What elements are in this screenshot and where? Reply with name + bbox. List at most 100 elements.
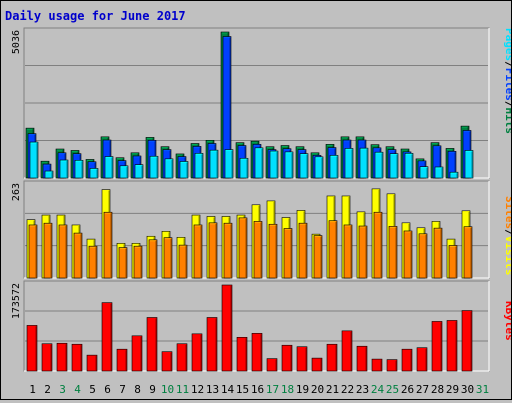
bar-kbytes-26 (401, 348, 413, 372)
bar-sites-6 (103, 211, 113, 279)
x-tick-label: 3 (59, 383, 66, 396)
bar-kbytes-30 (461, 310, 473, 372)
bar-kbytes-1 (26, 325, 38, 372)
bar-sites-1 (28, 224, 38, 279)
x-tick-label: 25 (386, 383, 399, 396)
legend-part: Visits (503, 236, 511, 276)
legend-panel1: Pages/Files/Hits (503, 28, 511, 134)
bar-sites-21 (328, 220, 338, 279)
bar-pages-4 (74, 160, 84, 179)
bar-sites-11 (178, 244, 188, 279)
bar-kbytes-19-body (296, 346, 308, 372)
bar-pages-7-body (119, 165, 129, 179)
bar-sites-24-body (373, 211, 383, 279)
bar-pages-10 (164, 158, 174, 179)
bar-sites-1-body (28, 224, 38, 279)
bar-kbytes-2 (41, 343, 53, 372)
bar-pages-28 (434, 166, 444, 179)
bar-kbytes-30-body (461, 310, 473, 372)
bar-sites-24 (373, 211, 383, 279)
bar-kbytes-29 (446, 320, 458, 372)
bar-kbytes-16 (251, 333, 263, 372)
bar-pages-3 (59, 159, 69, 179)
legend-part: / (503, 61, 511, 68)
bar-sites-22-body (343, 224, 353, 279)
bar-pages-11-body (179, 161, 189, 179)
x-tick-label: 13 (206, 383, 219, 396)
bar-pages-16-body (254, 147, 264, 179)
bar-pages-19-body (299, 153, 309, 179)
bar-kbytes-23-body (356, 345, 368, 372)
bar-kbytes-8-body (131, 335, 143, 372)
bar-sites-23-body (358, 225, 368, 279)
bar-sites-13-body (208, 222, 218, 279)
bar-sites-10-body (163, 237, 173, 279)
legend-part: Files (503, 68, 511, 101)
bar-kbytes-18 (281, 344, 293, 372)
bar-kbytes-21 (326, 343, 338, 372)
bar-sites-26 (403, 230, 413, 279)
x-tick-label: 9 (149, 383, 156, 396)
chart-title: Daily usage for June 2017 (5, 9, 186, 23)
legend-part: Sites (503, 196, 511, 229)
bar-sites-3-body (58, 224, 68, 279)
bar-kbytes-27-body (416, 347, 428, 372)
panel-hits-files-pages: 5036 (11, 27, 490, 179)
bar-pages-1 (29, 141, 39, 179)
bar-sites-4 (73, 232, 83, 279)
bar-kbytes-4-body (71, 343, 83, 372)
bar-pages-5-body (89, 168, 99, 179)
bar-pages-9 (149, 155, 159, 179)
panel-kbytes: 173572 (11, 280, 490, 372)
bar-kbytes-25 (386, 359, 398, 372)
bar-sites-30-body (463, 226, 473, 279)
bar-sites-2 (43, 222, 53, 279)
bar-kbytes-13-body (206, 317, 218, 372)
bar-pages-14-body (224, 149, 234, 179)
bar-kbytes-18-body (281, 344, 293, 372)
x-tick-label: 30 (461, 383, 474, 396)
x-tick-label: 5 (89, 383, 96, 396)
bar-sites-15-body (238, 217, 248, 279)
bar-sites-19 (298, 222, 308, 279)
bar-sites-26-body (403, 230, 413, 279)
bar-kbytes-20 (311, 357, 323, 372)
bar-sites-6-body (103, 211, 113, 279)
bar-pages-21-body (329, 155, 339, 179)
bar-sites-28 (433, 227, 443, 279)
y-max-label: 263 (11, 183, 22, 201)
bar-pages-17 (269, 150, 279, 179)
bar-pages-1-body (29, 141, 39, 179)
x-tick-label: 14 (221, 383, 235, 396)
bar-sites-21-body (328, 220, 338, 279)
bar-kbytes-23 (356, 345, 368, 372)
bar-pages-18 (284, 151, 294, 179)
bar-sites-9-body (148, 239, 158, 279)
bar-sites-12 (193, 224, 203, 279)
bar-kbytes-12-body (191, 333, 203, 372)
bar-sites-23 (358, 225, 368, 279)
bar-pages-28-body (434, 166, 444, 179)
bar-sites-4-body (73, 232, 83, 279)
bar-kbytes-26-body (401, 348, 413, 372)
legend-part: Hits (503, 108, 511, 135)
bar-sites-17-body (268, 223, 278, 279)
x-tick-label: 11 (176, 383, 189, 396)
bar-kbytes-7-body (116, 348, 128, 372)
legend-part: / (503, 229, 511, 236)
bar-pages-13-body (209, 149, 219, 179)
bar-pages-6 (104, 156, 114, 179)
x-tick-label: 27 (416, 383, 429, 396)
bar-sites-17 (268, 223, 278, 279)
bar-pages-10-body (164, 158, 174, 179)
bar-sites-29 (448, 245, 458, 279)
legend-panel2: Sites/Visits (503, 196, 511, 276)
bar-pages-23 (359, 147, 369, 179)
bar-pages-11 (179, 161, 189, 179)
bar-sites-20-body (313, 235, 323, 279)
bar-kbytes-24 (371, 358, 383, 372)
bar-kbytes-9 (146, 317, 158, 372)
x-tick-label: 7 (119, 383, 126, 396)
